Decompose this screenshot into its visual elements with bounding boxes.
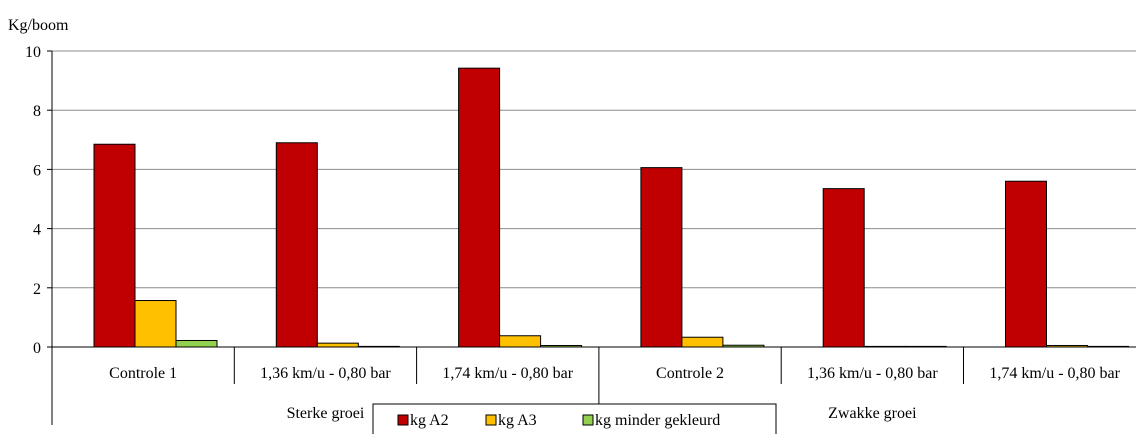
y-tick-label: 8 bbox=[33, 103, 41, 120]
x-category-labels: Controle 1 1,36 km/u - 0,80 bar 1,74 km/u … bbox=[109, 365, 1120, 382]
bar bbox=[93, 143, 136, 348]
bar bbox=[458, 67, 501, 348]
bar bbox=[681, 336, 724, 348]
y-axis-label: Kg/boom bbox=[8, 17, 69, 34]
bar bbox=[1046, 345, 1088, 348]
legend-label: kg A2 bbox=[410, 412, 449, 429]
x-category-label: 1,74 km/u - 0,80 bar bbox=[442, 365, 573, 382]
bars bbox=[93, 67, 1129, 348]
bar bbox=[1005, 180, 1047, 348]
y-tick-label: 6 bbox=[33, 162, 41, 179]
y-tick-label: 0 bbox=[33, 340, 41, 357]
x-category-label: Controle 2 bbox=[656, 365, 724, 382]
bar bbox=[822, 188, 865, 348]
legend-box bbox=[372, 403, 777, 437]
x-category-label: 1,36 km/u - 0,80 bar bbox=[260, 365, 391, 382]
x-category-label: 1,36 km/u - 0,80 bar bbox=[807, 365, 938, 382]
y-tick-label: 4 bbox=[33, 222, 41, 239]
legend-swatch bbox=[485, 414, 497, 426]
bar bbox=[640, 167, 683, 348]
gridlines bbox=[52, 50, 1136, 289]
legend-swatch bbox=[582, 414, 594, 426]
y-tick-label: 2 bbox=[33, 281, 41, 298]
bar bbox=[904, 345, 947, 348]
legend: kg A2 kg A3 kg minder gekleurd bbox=[372, 403, 777, 437]
x-category-label: 1,74 km/u - 0,80 bar bbox=[989, 365, 1120, 382]
bar bbox=[134, 300, 177, 348]
axes: 0 2 4 6 8 10 bbox=[25, 44, 1136, 425]
bar bbox=[275, 142, 318, 348]
bar bbox=[863, 345, 906, 348]
y-tick-label: 10 bbox=[25, 44, 41, 61]
bar bbox=[316, 342, 359, 348]
bar bbox=[540, 345, 583, 348]
bar bbox=[722, 344, 765, 348]
bar bbox=[175, 339, 218, 348]
legend-label: kg minder gekleurd bbox=[595, 412, 720, 429]
legend-label: kg A3 bbox=[498, 412, 537, 429]
x-group-label: Sterke groei bbox=[287, 405, 365, 422]
bar bbox=[499, 335, 542, 348]
legend-swatch bbox=[397, 414, 409, 426]
bar bbox=[1087, 345, 1129, 348]
x-category-label: Controle 1 bbox=[109, 365, 177, 382]
x-group-labels: Sterke groei Zwakke groei bbox=[287, 405, 918, 422]
bar bbox=[357, 345, 400, 348]
x-group-label: Zwakke groei bbox=[828, 405, 917, 422]
